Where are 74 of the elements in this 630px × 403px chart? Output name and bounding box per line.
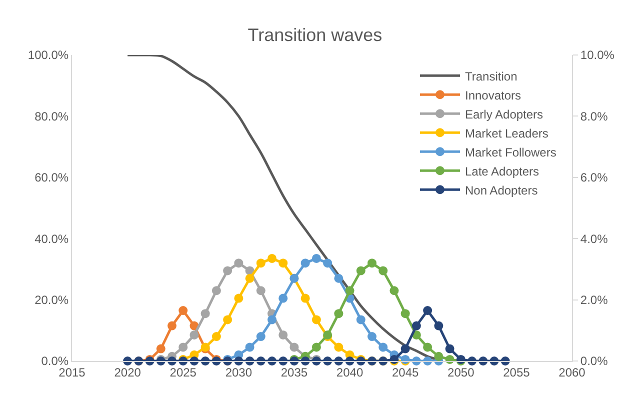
point — [234, 294, 244, 303]
point — [356, 266, 366, 276]
y2-tick-label: 6.0% — [580, 170, 608, 185]
y2-tick-label: 4.0% — [580, 232, 608, 246]
y-tick-label: 100.0% — [28, 48, 69, 62]
x-tick-label: 2025 — [170, 365, 197, 380]
point — [312, 315, 321, 324]
point — [190, 330, 199, 340]
point — [278, 258, 288, 268]
x-tick-label: 2030 — [225, 365, 252, 380]
point — [245, 274, 254, 283]
point — [278, 294, 288, 303]
point — [334, 342, 344, 352]
point — [290, 342, 299, 352]
point — [178, 342, 188, 352]
legend-label: Early Adopters — [465, 107, 544, 122]
point — [268, 254, 276, 263]
point — [378, 342, 388, 352]
point — [256, 332, 266, 342]
point — [223, 266, 232, 276]
x-tick-label: 2045 — [392, 365, 419, 380]
point — [334, 274, 344, 283]
point — [200, 309, 210, 318]
legend-label: Market Leaders — [465, 126, 548, 140]
point — [156, 344, 166, 354]
point — [434, 321, 444, 330]
x-tick-label: 2020 — [114, 365, 142, 380]
point — [400, 344, 410, 354]
legend-label: Innovators — [465, 88, 522, 102]
point — [390, 286, 399, 296]
point — [234, 258, 244, 268]
y-tick-label: 20.0% — [34, 293, 69, 307]
point — [412, 321, 421, 330]
legend-label: Non Adopters — [465, 183, 538, 198]
point — [334, 309, 344, 318]
point — [434, 352, 444, 361]
y-tick-label: 80.0% — [34, 109, 69, 124]
point — [378, 266, 388, 276]
point — [368, 258, 376, 268]
y2-tick-label: 2.0% — [580, 293, 608, 307]
point — [268, 315, 276, 324]
point — [223, 315, 232, 324]
x-tick-label: 2050 — [448, 365, 475, 380]
y2-tick-label: 10.0% — [580, 48, 615, 62]
x-tick-label: 2055 — [503, 365, 530, 380]
point — [312, 342, 321, 352]
legend-label: Market Followers — [465, 145, 556, 160]
point — [256, 286, 266, 296]
y2-tick-label: 8.0% — [580, 109, 608, 124]
point — [212, 332, 221, 342]
legend-label: Transition — [465, 69, 518, 84]
x-tick-label: 2040 — [336, 365, 364, 380]
legend-label: Late Adopters — [465, 164, 540, 178]
point — [445, 344, 454, 354]
point — [256, 258, 266, 268]
x-tick-label: 2035 — [280, 365, 308, 380]
point — [400, 309, 410, 318]
point — [323, 258, 332, 268]
point — [345, 286, 354, 296]
point — [368, 332, 376, 342]
point — [212, 286, 221, 296]
point — [168, 321, 176, 330]
point — [356, 315, 366, 324]
chart-title: Transition waves — [248, 24, 382, 45]
point — [245, 342, 254, 352]
y-tick-label: 60.0% — [34, 170, 69, 185]
y-tick-label: 40.0% — [34, 232, 69, 246]
point — [300, 294, 310, 303]
point — [423, 342, 432, 352]
point — [278, 330, 288, 340]
point — [300, 258, 310, 268]
point — [423, 306, 432, 316]
point — [312, 254, 321, 263]
point — [178, 306, 188, 316]
